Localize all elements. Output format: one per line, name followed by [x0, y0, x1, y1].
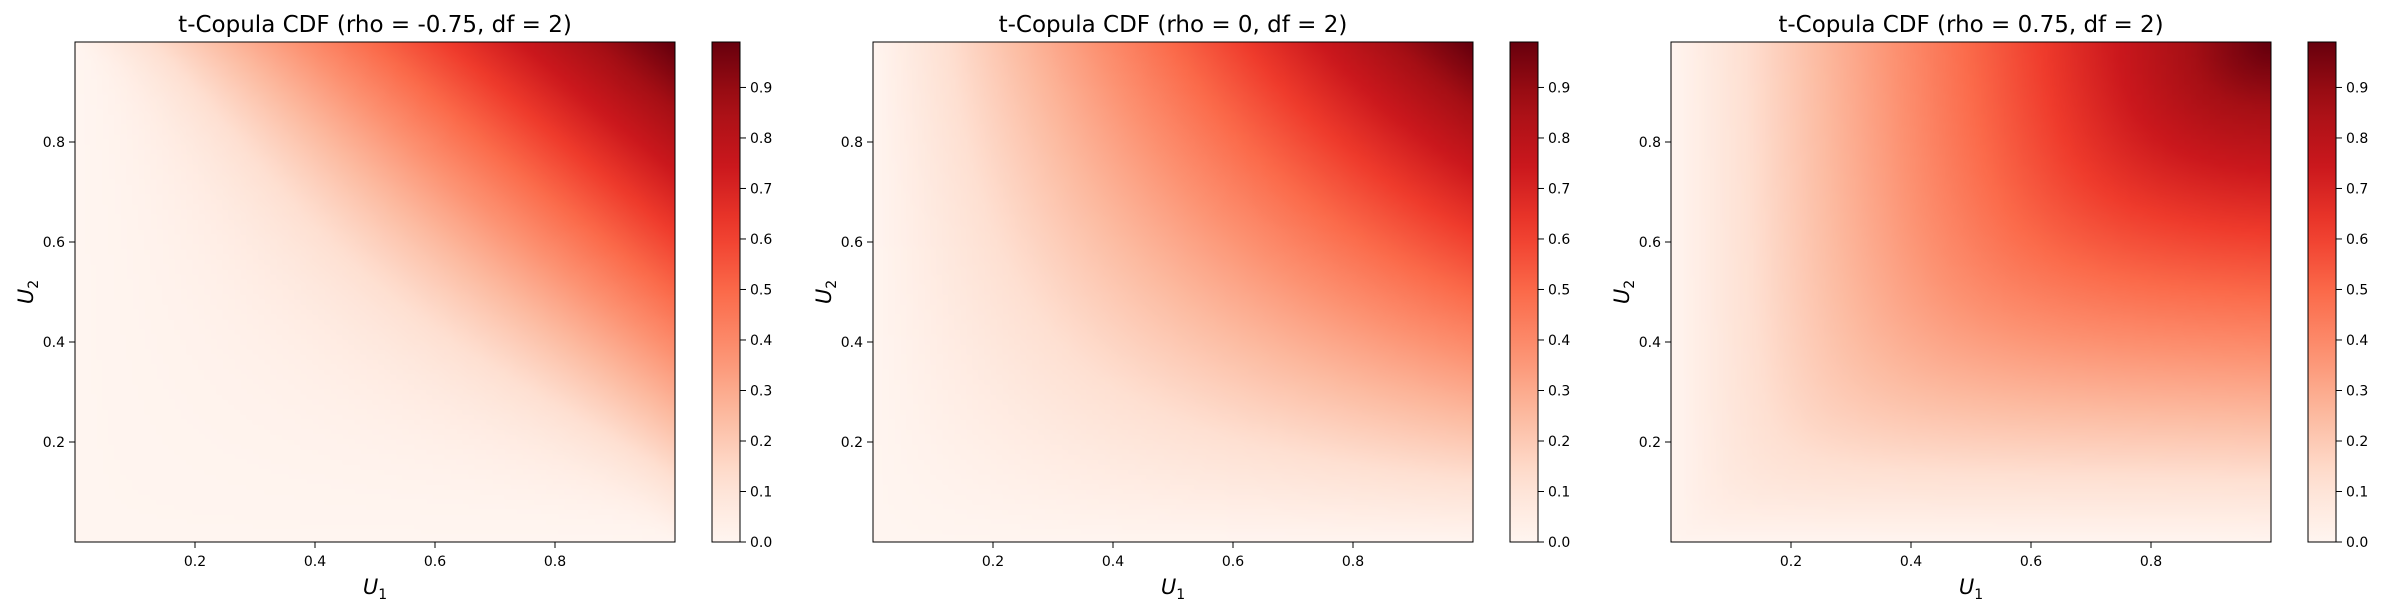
chart-title: t-Copula CDF (rho = -0.75, df = 2) [178, 12, 572, 38]
chart-panel-1: t-Copula CDF (rho = -0.75, df = 2) 0.2 0.4… [14, 12, 772, 600]
colorbar [711, 41, 741, 543]
chart-panel-2: t-Copula CDF (rho = 0, df = 2) 0.2 0.4 0.6 0… [812, 12, 1570, 600]
x-tick-label: 0.6 [2020, 554, 2042, 570]
colorbar-tick-label: 0.4 [750, 333, 772, 349]
y-axis-label: U2 [812, 280, 840, 304]
x-axis-label: U1 [1959, 575, 1983, 600]
colorbar-tick-label: 0.1 [2346, 484, 2368, 500]
x-tick-label: 0.4 [304, 554, 326, 570]
y-tick-label: 0.4 [841, 335, 863, 351]
colorbar [1509, 41, 1539, 543]
x-tick-label: 0.6 [424, 554, 446, 570]
y-tick-label: 0.8 [1639, 135, 1661, 151]
colorbar [2307, 41, 2337, 543]
y-axis-label: U2 [14, 280, 42, 304]
y-tick-label: 0.2 [1639, 435, 1661, 451]
y-tick-label: 0.4 [1639, 335, 1661, 351]
axes-frame [1670, 41, 2272, 543]
colorbar-tick-label: 0.5 [1548, 282, 1570, 298]
colorbar-tick-label: 0.7 [2346, 181, 2368, 197]
heatmap-image [873, 42, 1473, 542]
colorbar-tick-label: 0.8 [2346, 131, 2368, 147]
colorbar-tick-label: 0.5 [750, 282, 772, 298]
axes-frame [74, 41, 676, 543]
colorbar-tick-label: 0.6 [1548, 232, 1570, 248]
colorbar-tick-label: 0.2 [1548, 434, 1570, 450]
colorbar-tick-label: 0.9 [1548, 80, 1570, 96]
colorbar-tick-label: 0.8 [750, 131, 772, 147]
x-tick-label: 0.2 [1780, 554, 1802, 570]
colorbar-tick-label: 0.7 [750, 181, 772, 197]
colorbar-tick-label: 0.0 [750, 535, 772, 551]
x-tick-label: 0.2 [982, 554, 1004, 570]
colorbar-tick-label: 0.4 [1548, 333, 1570, 349]
x-tick-label: 0.2 [184, 554, 206, 570]
colorbar-tick-label: 0.1 [750, 484, 772, 500]
y-tick-label: 0.6 [841, 235, 863, 251]
colorbar-tick-label: 0.0 [1548, 535, 1570, 551]
colorbar-tick-label: 0.9 [750, 80, 772, 96]
y-tick-label: 0.2 [43, 435, 65, 451]
x-axis-label: U1 [363, 575, 387, 600]
y-tick-label: 0.4 [43, 335, 65, 351]
colorbar-tick-label: 0.5 [2346, 282, 2368, 298]
colorbar-tick-label: 0.2 [2346, 434, 2368, 450]
x-tick-label: 0.8 [2140, 554, 2162, 570]
colorbar-tick-label: 0.9 [2346, 80, 2368, 96]
colorbar-tick-label: 0.7 [1548, 181, 1570, 197]
colorbar-tick-label: 0.6 [750, 232, 772, 248]
y-tick-label: 0.2 [841, 435, 863, 451]
colorbar-tick-label: 0.3 [750, 383, 772, 399]
y-axis-label: U2 [1610, 280, 1638, 304]
x-tick-label: 0.8 [544, 554, 566, 570]
chart-title: t-Copula CDF (rho = 0, df = 2) [999, 12, 1348, 38]
x-tick-label: 0.4 [1900, 554, 1922, 570]
y-tick-label: 0.6 [1639, 235, 1661, 251]
y-tick-label: 0.8 [841, 135, 863, 151]
colorbar-tick-label: 0.3 [1548, 383, 1570, 399]
colorbar-tick-label: 0.8 [1548, 131, 1570, 147]
heatmap-image [1671, 42, 2271, 542]
x-tick-label: 0.4 [1102, 554, 1124, 570]
x-tick-label: 0.8 [1342, 554, 1364, 570]
x-axis-label: U1 [1161, 575, 1185, 600]
colorbar-tick-label: 0.0 [2346, 535, 2368, 551]
axes-frame [872, 41, 1474, 543]
colorbar-tick-label: 0.2 [750, 434, 772, 450]
colorbar-tick-label: 0.3 [2346, 383, 2368, 399]
colorbar-tick-label: 0.4 [2346, 333, 2368, 349]
y-tick-label: 0.6 [43, 235, 65, 251]
colorbar-tick-label: 0.1 [1548, 484, 1570, 500]
chart-title: t-Copula CDF (rho = 0.75, df = 2) [1778, 12, 2163, 38]
colorbar-tick-label: 0.6 [2346, 232, 2368, 248]
heatmap-image [75, 42, 675, 542]
chart-panel-3: t-Copula CDF (rho = 0.75, df = 2) 0.2 0.4 0… [1610, 12, 2368, 600]
x-tick-label: 0.6 [1222, 554, 1244, 570]
y-tick-label: 0.8 [43, 135, 65, 151]
